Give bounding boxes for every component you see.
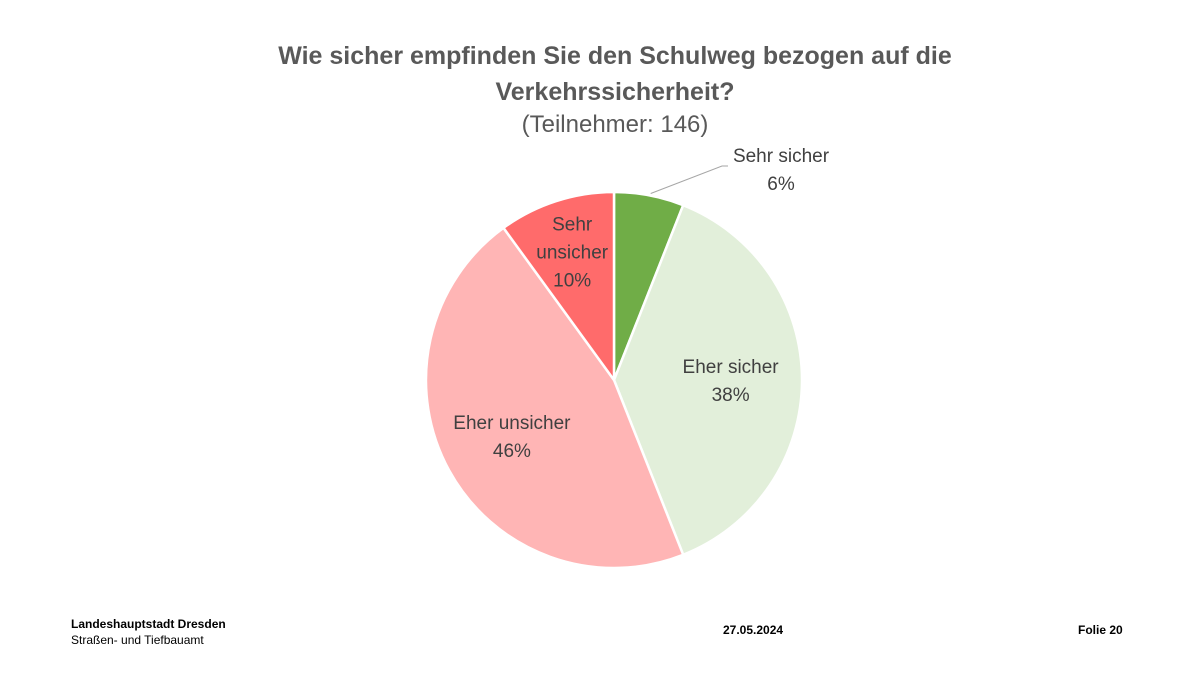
pie-slice-sehr-unsicher [502,190,616,382]
footer-organization-block: Landeshauptstadt Dresden Straßen- und Ti… [71,616,226,648]
pie-label-sehr-sicher: Sehr sicher 6% [733,146,830,195]
chart-title: Wie sicher empfinden Sie den Schulweg be… [0,38,1200,110]
chart-title-line-2: Verkehrssicherheit? [495,78,735,106]
pie-slice-eher-unsicher [424,226,685,570]
callout-line-sehr-sicher [650,165,728,194]
pie-label-sehr-unsicher: Sehr unsicher 10% [536,214,608,291]
footer-organization: Landeshauptstadt Dresden [71,617,226,631]
pie-slice-eher-sicher [612,203,804,557]
pie-label-eher-sicher: Eher sicher 38% [683,357,780,406]
footer-department: Straßen- und Tiefbauamt [71,633,204,647]
footer-slide-number: Folie 20 [1078,623,1123,637]
chart-title-line-1: Wie sicher empfinden Sie den Schulweg be… [278,42,952,70]
footer-date: 27.05.2024 [723,623,784,637]
chart-subtitle: (Teilnehmer: 146) [521,111,709,138]
pie-label-eher-unsicher: Eher unsicher 46% [453,413,571,462]
